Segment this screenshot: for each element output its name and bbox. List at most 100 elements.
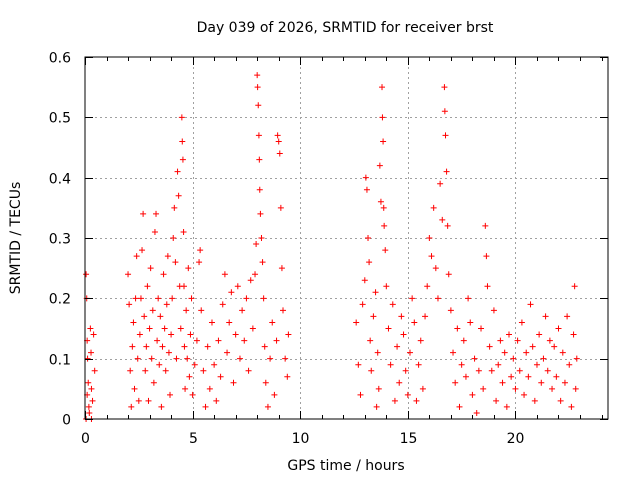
data-point (144, 283, 151, 290)
data-point (467, 319, 474, 326)
data-point (154, 337, 161, 344)
data-point (280, 307, 287, 314)
data-point (91, 367, 98, 374)
data-point (561, 379, 568, 386)
data-point (249, 325, 256, 332)
data-point (150, 379, 157, 386)
data-point (398, 313, 405, 320)
x-tick-label: 0 (81, 431, 90, 447)
data-point (133, 253, 140, 260)
data-point (173, 355, 180, 362)
data-point (382, 247, 389, 254)
data-point (252, 271, 259, 278)
data-point (419, 385, 426, 392)
data-point (84, 355, 91, 362)
data-point (359, 301, 366, 308)
data-point (284, 373, 291, 380)
data-point (147, 265, 154, 272)
data-point (136, 331, 143, 338)
data-point (142, 367, 149, 374)
data-point (475, 367, 482, 374)
data-point (262, 379, 269, 386)
data-point (443, 168, 450, 175)
data-point (478, 325, 485, 332)
data-point (353, 319, 360, 326)
data-point (361, 277, 368, 284)
data-point (389, 301, 396, 308)
data-point (372, 289, 379, 296)
data-point (202, 403, 209, 410)
data-point (208, 319, 215, 326)
data-point (179, 138, 186, 145)
data-point (555, 325, 562, 332)
data-point (471, 355, 478, 362)
data-point (544, 367, 551, 374)
data-point (151, 228, 158, 235)
data-point (379, 114, 386, 121)
data-point (197, 247, 204, 254)
data-point (473, 409, 480, 416)
data-point (505, 331, 512, 338)
data-point (508, 373, 515, 380)
data-point (232, 331, 239, 338)
data-point (380, 204, 387, 211)
data-point (525, 373, 532, 380)
data-point (264, 403, 271, 410)
y-tick-label: 0 (62, 413, 71, 429)
data-point (571, 283, 578, 290)
data-point (259, 259, 266, 266)
data-point (260, 295, 267, 302)
data-point (452, 379, 459, 386)
data-point (185, 265, 192, 272)
data-point (413, 397, 420, 404)
data-point (88, 385, 95, 392)
data-point (153, 210, 160, 217)
data-point (230, 379, 237, 386)
data-point (441, 108, 448, 115)
data-point (200, 367, 207, 374)
data-point (149, 307, 156, 314)
data-point (254, 72, 261, 79)
data-point (458, 361, 465, 368)
data-point (170, 235, 177, 241)
data-point (469, 391, 476, 398)
data-point (256, 186, 263, 193)
data-point (486, 343, 493, 350)
data-point (551, 343, 558, 350)
data-point (355, 361, 362, 368)
data-point (432, 265, 439, 272)
data-point (276, 150, 283, 157)
data-point (219, 301, 226, 308)
data-point (88, 349, 95, 356)
data-point (87, 325, 94, 332)
y-axis-label: SRMTID / TECUs (8, 182, 24, 295)
data-point (191, 361, 198, 368)
data-point (131, 385, 138, 392)
data-point (180, 228, 187, 235)
data-point (366, 259, 373, 266)
data-point (553, 373, 560, 380)
x-tick-label: 15 (400, 431, 418, 447)
data-point (277, 204, 284, 211)
data-point (357, 391, 364, 398)
data-point (126, 301, 133, 308)
data-point (391, 397, 398, 404)
data-point (273, 337, 280, 344)
data-point (90, 331, 97, 338)
data-point (385, 325, 392, 332)
data-point (236, 355, 243, 362)
data-point (271, 391, 278, 398)
data-point (488, 367, 495, 374)
data-point (89, 397, 96, 404)
data-point (145, 397, 152, 404)
data-point (254, 84, 261, 91)
data-point (542, 313, 549, 320)
data-point (211, 361, 218, 368)
data-point (172, 259, 179, 266)
data-point (465, 295, 472, 302)
data-point (406, 349, 413, 356)
data-point (282, 355, 289, 362)
y-tick-label: 0.5 (49, 111, 71, 127)
data-point (160, 271, 167, 278)
